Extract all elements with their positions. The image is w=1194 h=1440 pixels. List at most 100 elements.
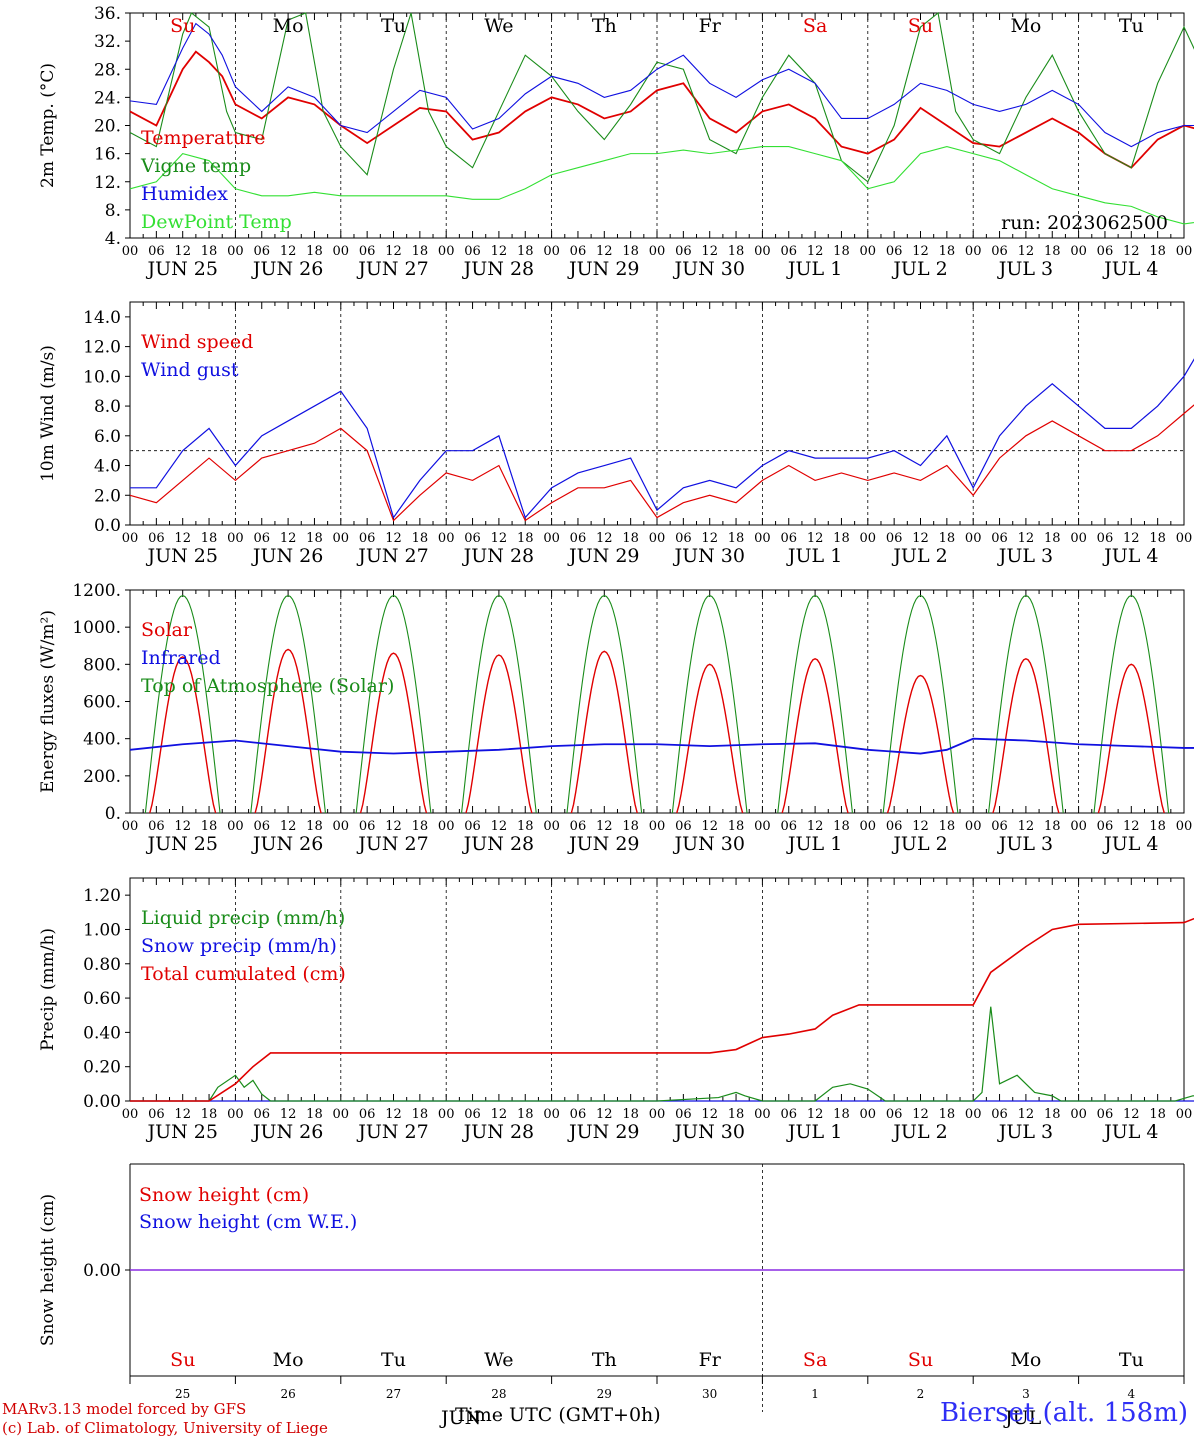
x-hour-label: 18 <box>728 531 745 546</box>
x-hour-label: 00 <box>438 819 455 834</box>
weekday-label: We <box>484 15 513 37</box>
x-day-label: JUL 3 <box>997 833 1053 855</box>
y-tick-label: 4. <box>105 229 121 249</box>
y-axis-label: 2m Temp. (°C) <box>38 63 58 188</box>
x-hour-label: 12 <box>596 244 613 259</box>
y-tick-label: 1.20 <box>83 886 121 906</box>
x-hour-label: 06 <box>359 1107 376 1122</box>
legend-entry: Snow height (cm W.E.) <box>139 1211 357 1233</box>
x-hour-label: 06 <box>148 531 165 546</box>
x-hour-label: 00 <box>122 819 139 834</box>
x-hour-label: 00 <box>754 819 771 834</box>
series-line <box>129 50 1194 169</box>
y-tick-label: 14.0 <box>83 308 121 328</box>
series-line <box>130 358 1194 519</box>
legend-entry: Temperature <box>141 127 265 149</box>
x-hour-label: 00 <box>649 531 666 546</box>
x-hour-label: 06 <box>359 819 376 834</box>
x-hour-label: 12 <box>596 531 613 546</box>
x-hour-label: 18 <box>517 244 534 259</box>
legend-entry: Humidex <box>141 183 228 205</box>
x-hour-label: 18 <box>728 1107 745 1122</box>
x-day-label: JUL 1 <box>786 1121 842 1143</box>
x-hour-label: 18 <box>1044 244 1061 259</box>
x-hour-label: 12 <box>912 244 929 259</box>
x-hour-label: 00 <box>227 1107 244 1122</box>
day-number-label: 3 <box>1022 1387 1030 1401</box>
x-hour-label: 18 <box>1044 819 1061 834</box>
x-day-label: JUN 25 <box>145 1121 217 1143</box>
x-hour-label: 00 <box>227 244 244 259</box>
x-hour-label: 18 <box>939 819 956 834</box>
legend-entry: Top of Atmosphere (Solar) <box>141 675 394 697</box>
legend-entry: DewPoint Temp <box>141 211 292 233</box>
x-hour-label: 12 <box>491 244 508 259</box>
x-hour-label: 12 <box>385 244 402 259</box>
x-day-label: JUN 30 <box>672 258 744 280</box>
x-hour-label: 06 <box>570 819 587 834</box>
x-hour-label: 18 <box>412 819 429 834</box>
x-hour-label: 12 <box>385 819 402 834</box>
weekday-label: Tu <box>1119 1349 1144 1371</box>
y-axis-label: 10m Wind (m/s) <box>38 345 58 482</box>
solar-curve <box>781 657 849 814</box>
toa-solar-curve <box>355 594 432 814</box>
x-hour-label: 18 <box>622 1107 639 1122</box>
weekday-label: Tu <box>381 15 406 37</box>
x-hour-label: 00 <box>860 1107 877 1122</box>
x-hour-label: 00 <box>965 1107 982 1122</box>
x-hour-label: 18 <box>1149 819 1166 834</box>
series-line <box>129 146 1194 225</box>
x-hour-label: 12 <box>280 819 297 834</box>
weekday-label: Tu <box>381 1349 406 1371</box>
x-day-label: JUN 26 <box>251 545 323 567</box>
legend-entry: Wind speed <box>141 331 253 353</box>
x-hour-label: 12 <box>280 244 297 259</box>
y-tick-label: 0.00 <box>83 1261 121 1281</box>
x-hour-label: 12 <box>385 1107 402 1122</box>
x-hour-label: 00 <box>1176 819 1193 834</box>
x-hour-label: 18 <box>517 531 534 546</box>
x-hour-label: 00 <box>1070 1107 1087 1122</box>
weekday-label: Su <box>170 1349 195 1371</box>
x-hour-label: 00 <box>543 819 560 834</box>
x-hour-label: 12 <box>174 819 191 834</box>
liquid-precip-line <box>130 1006 1194 1102</box>
run-label: run: 2023062500 <box>1001 212 1168 234</box>
y-tick-label: 0.00 <box>83 1092 121 1112</box>
x-hour-label: 12 <box>1123 244 1140 259</box>
legend-entry: Snow precip (mm/h) <box>141 935 337 957</box>
day-number-label: 27 <box>386 1387 401 1401</box>
x-hour-label: 06 <box>464 531 481 546</box>
x-hour-label: 00 <box>754 531 771 546</box>
solar-curve <box>676 663 744 814</box>
x-hour-label: 00 <box>122 244 139 259</box>
y-tick-label: 200. <box>83 767 121 787</box>
legend-entry: Solar <box>141 619 193 641</box>
x-hour-label: 00 <box>754 1107 771 1122</box>
panel-0-frame <box>129 12 1185 239</box>
weekday-label: Mo <box>273 1349 304 1371</box>
x-day-label: JUN 30 <box>672 833 744 855</box>
x-day-label: JUL 4 <box>1102 258 1158 280</box>
x-hour-label: 00 <box>122 1107 139 1122</box>
x-hour-label: 12 <box>1123 819 1140 834</box>
toa-solar-curve <box>671 594 748 814</box>
weekday-label: Th <box>592 1349 617 1371</box>
solar-curve <box>254 648 322 814</box>
x-hour-label: 00 <box>1070 819 1087 834</box>
x-hour-label: 12 <box>491 819 508 834</box>
x-hour-label: 06 <box>1097 819 1114 834</box>
x-day-label: JUN 28 <box>462 545 534 567</box>
x-hour-label: 06 <box>780 819 797 834</box>
x-hour-label: 06 <box>464 1107 481 1122</box>
x-day-label: JUL 2 <box>891 258 947 280</box>
x-hour-label: 06 <box>886 244 903 259</box>
y-tick-label: 1.00 <box>83 920 121 940</box>
x-hour-label: 12 <box>1018 531 1035 546</box>
x-hour-label: 00 <box>543 531 560 546</box>
x-hour-label: 06 <box>675 1107 692 1122</box>
x-hour-label: 00 <box>860 819 877 834</box>
x-hour-label: 18 <box>833 531 850 546</box>
x-hour-label: 12 <box>1123 531 1140 546</box>
